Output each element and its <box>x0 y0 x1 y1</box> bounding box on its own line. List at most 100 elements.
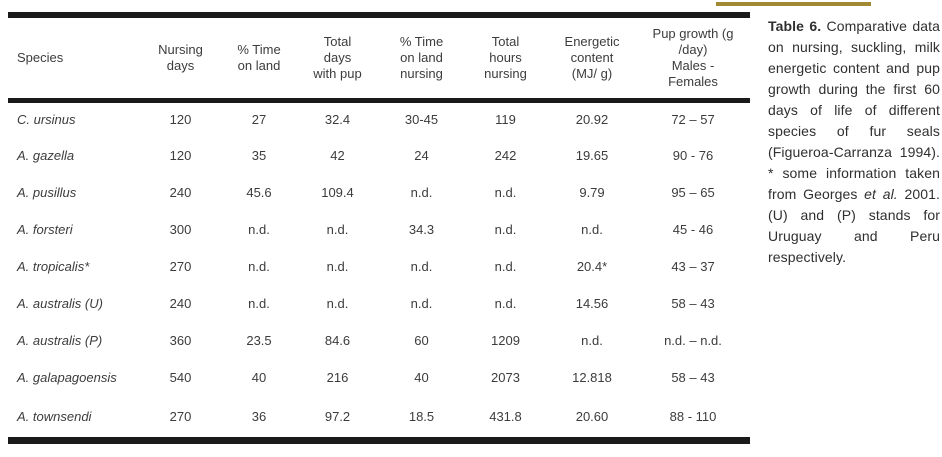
table-row: A. australis (P) 360 23.5 84.6 60 1209 n… <box>8 322 750 359</box>
value-cell: n.d. <box>326 259 349 274</box>
value-cell: 2073 <box>491 370 520 385</box>
value-cell: n.d. <box>494 259 517 274</box>
header-cell-total-hours-nursing: Total hours nursing <box>484 33 527 81</box>
value-cell: 60 <box>414 333 429 348</box>
value-cell: 216 <box>326 370 349 385</box>
header-cell-pct-time-on-land-nursing: % Time on land nursing <box>399 33 444 81</box>
value-cell: n.d. <box>581 333 603 348</box>
value-cell: 270 <box>169 408 192 424</box>
value-cell: 45.6 <box>246 185 272 200</box>
value-cell: n.d. <box>248 296 270 311</box>
caption-label: Table 6. <box>768 18 822 34</box>
species-cell: C. ursinus <box>17 112 76 128</box>
species-cell: A. forsteri <box>17 222 73 237</box>
table-header: Species Nursing days % Time on land Tota… <box>8 15 750 100</box>
table-body: C. ursinus 120 27 32.4 30-45 119 20.92 7… <box>8 100 750 440</box>
value-cell: 540 <box>169 370 192 385</box>
table-row: A. forsteri 300 n.d. n.d. 34.3 n.d. n.d.… <box>8 211 750 248</box>
value-cell: n.d. <box>410 185 433 200</box>
value-cell: 120 <box>169 148 192 163</box>
value-cell: 23.5 <box>246 333 272 348</box>
value-cell: 58 – 43 <box>671 296 715 311</box>
value-cell: 84.6 <box>324 333 351 348</box>
species-cell: A. australis (U) <box>17 296 103 311</box>
table-row: A. gazella 120 35 42 24 242 19.65 90 - 7… <box>8 137 750 174</box>
value-cell: 24 <box>414 148 429 163</box>
value-cell: n.d. <box>326 296 349 311</box>
value-cell: 19.65 <box>575 148 609 163</box>
value-cell: 40 <box>414 370 429 385</box>
value-cell: n.d. <box>494 222 517 237</box>
value-cell: 90 - 76 <box>672 148 714 163</box>
table-row: A. tropicalis* 270 n.d. n.d. n.d. n.d. 2… <box>8 248 750 285</box>
header-cell-energetic-content: Energetic content (MJ/ g) <box>564 33 620 81</box>
value-cell: 58 – 43 <box>671 370 715 385</box>
header-cell-total-days-with-pup: Total days with pup <box>313 33 362 81</box>
value-cell: 119 <box>495 112 516 128</box>
value-cell: 34.3 <box>408 222 435 237</box>
value-cell: 88 - 110 <box>669 408 717 424</box>
value-cell: 36 <box>251 408 267 424</box>
table-caption: Table 6. Comparative data on nursing, su… <box>768 16 940 268</box>
value-cell: 32.4 <box>324 112 351 128</box>
table-row: C. ursinus 120 27 32.4 30-45 119 20.92 7… <box>8 100 750 137</box>
species-cell: A. pusillus <box>17 185 77 200</box>
value-cell: 431.8 <box>489 408 522 424</box>
header-cell-species: Species <box>17 49 64 65</box>
value-cell: 97.2 <box>324 408 351 424</box>
value-cell: n.d. <box>410 296 433 311</box>
gold-accent-rule <box>716 2 871 6</box>
value-cell: 30-45 <box>404 112 439 128</box>
value-cell: 240 <box>169 185 192 200</box>
value-cell: 72 – 57 <box>671 112 715 128</box>
header-cell-pup-growth: Pup growth (g /day) Males - Females <box>652 25 734 89</box>
value-cell: 45 - 46 <box>672 222 714 237</box>
header-cell-nursing-days: Nursing days <box>158 41 203 73</box>
value-cell: 360 <box>169 333 192 348</box>
value-cell: 12.818 <box>572 370 612 385</box>
value-cell: 9.79 <box>579 185 605 200</box>
value-cell: 300 <box>169 222 192 237</box>
species-cell: A. australis (P) <box>17 333 103 348</box>
value-cell: 42 <box>330 148 345 163</box>
value-cell: 27 <box>251 112 267 128</box>
value-cell: 120 <box>169 112 192 128</box>
value-cell: 240 <box>169 296 192 311</box>
header-row: Species Nursing days % Time on land Tota… <box>8 15 750 100</box>
value-cell: n.d. <box>248 259 270 274</box>
value-cell: n.d. <box>326 222 349 237</box>
caption-text-end: 2001. (U) and (P) stands for Uruguay and… <box>768 186 941 265</box>
value-cell: 270 <box>169 259 192 274</box>
species-cell: A. tropicalis* <box>17 259 90 274</box>
value-cell: 40 <box>251 370 267 385</box>
table-row: A. townsendi 270 36 97.2 18.5 431.8 20.6… <box>8 396 750 440</box>
value-cell: n.d. <box>494 185 517 200</box>
value-cell: 109.4 <box>321 185 354 200</box>
value-cell: 242 <box>494 148 517 163</box>
caption-etal: et al. <box>864 186 898 202</box>
value-cell: n.d. <box>248 222 270 237</box>
value-cell: n.d. – n.d. <box>664 333 722 348</box>
value-cell: 1209 <box>491 333 520 348</box>
value-cell: 43 – 37 <box>671 259 715 274</box>
caption-text: Comparative data on nursing, suckling, m… <box>768 18 940 202</box>
header-cell-pct-time-on-land: % Time on land <box>237 41 281 73</box>
table-row: A. australis (U) 240 n.d. n.d. n.d. n.d.… <box>8 285 750 322</box>
value-cell: 20.60 <box>575 408 609 424</box>
value-cell: n.d. <box>410 259 433 274</box>
species-cell: A. galapagoensis <box>17 370 117 385</box>
table-row: A. galapagoensis 540 40 216 40 2073 12.8… <box>8 359 750 396</box>
table-row: A. pusillus 240 45.6 109.4 n.d. n.d. 9.7… <box>8 174 750 211</box>
value-cell: n.d. <box>581 222 603 237</box>
value-cell: 14.56 <box>575 296 609 311</box>
species-cell: A. gazella <box>17 148 75 163</box>
fur-seal-data-table: Species Nursing days % Time on land Tota… <box>8 12 750 444</box>
value-cell: 20.92 <box>575 112 609 128</box>
value-cell: n.d. <box>494 296 517 311</box>
value-cell: 18.5 <box>408 408 435 424</box>
value-cell: 35 <box>251 148 267 163</box>
species-cell: A. townsendi <box>17 408 92 424</box>
value-cell: 20.4* <box>576 259 608 274</box>
value-cell: 95 – 65 <box>671 185 715 200</box>
